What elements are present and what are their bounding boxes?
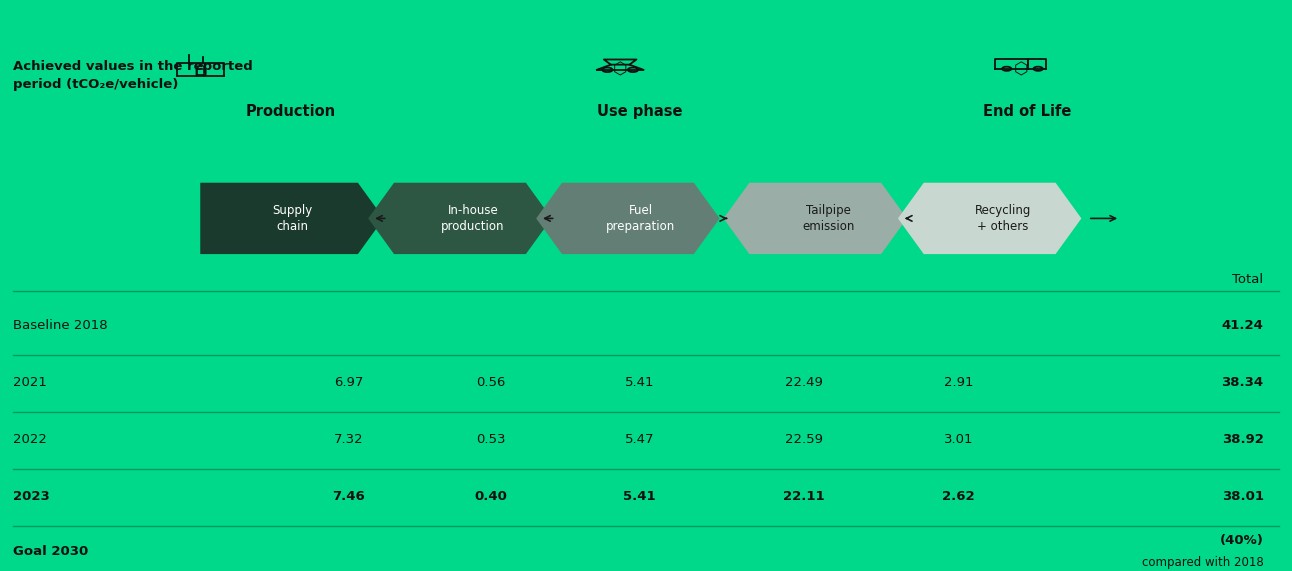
Polygon shape: [368, 183, 552, 254]
Text: 6.97: 6.97: [335, 376, 363, 389]
Polygon shape: [536, 183, 720, 254]
Text: Goal 2030: Goal 2030: [13, 545, 88, 557]
Text: End of Life: End of Life: [983, 104, 1071, 119]
Text: Production: Production: [245, 104, 336, 119]
Text: 38.34: 38.34: [1221, 376, 1264, 389]
Text: 0.40: 0.40: [474, 490, 508, 503]
Text: 2.91: 2.91: [944, 376, 973, 389]
Text: 0.53: 0.53: [477, 433, 505, 446]
Text: 41.24: 41.24: [1222, 319, 1264, 332]
Text: Total: Total: [1233, 274, 1264, 286]
Text: Supply
chain: Supply chain: [271, 204, 313, 233]
Text: 22.49: 22.49: [784, 376, 823, 389]
Text: 7.32: 7.32: [335, 433, 363, 446]
Text: 22.11: 22.11: [783, 490, 824, 503]
Text: Recycling
+ others: Recycling + others: [974, 204, 1031, 233]
Text: 2023: 2023: [13, 490, 49, 503]
Text: 2021: 2021: [13, 376, 47, 389]
Polygon shape: [200, 183, 384, 254]
Text: 0.56: 0.56: [477, 376, 505, 389]
Text: (40%): (40%): [1220, 534, 1264, 547]
Text: In-house
production: In-house production: [441, 204, 505, 233]
Text: ⬡: ⬡: [1013, 60, 1028, 78]
Text: Use phase: Use phase: [597, 104, 682, 119]
Polygon shape: [724, 183, 907, 254]
Text: 7.46: 7.46: [332, 490, 366, 503]
Text: Tailpipe
emission: Tailpipe emission: [802, 204, 854, 233]
Text: 2022: 2022: [13, 433, 47, 446]
Text: Achieved values in the reported
period (tCO₂e/vehicle): Achieved values in the reported period (…: [13, 60, 253, 91]
Text: 5.41: 5.41: [623, 490, 656, 503]
Polygon shape: [898, 183, 1081, 254]
Text: Baseline 2018: Baseline 2018: [13, 319, 107, 332]
Text: 5.41: 5.41: [625, 376, 654, 389]
Text: Fuel
preparation: Fuel preparation: [606, 204, 676, 233]
Text: ⌂: ⌂: [194, 60, 207, 80]
Text: 22.59: 22.59: [784, 433, 823, 446]
Text: 5.47: 5.47: [625, 433, 654, 446]
Text: 38.01: 38.01: [1221, 490, 1264, 503]
Text: compared with 2018: compared with 2018: [1142, 556, 1264, 569]
Text: 3.01: 3.01: [944, 433, 973, 446]
Text: 38.92: 38.92: [1222, 433, 1264, 446]
Text: 2.62: 2.62: [942, 490, 975, 503]
Text: ⬡: ⬡: [612, 60, 628, 78]
